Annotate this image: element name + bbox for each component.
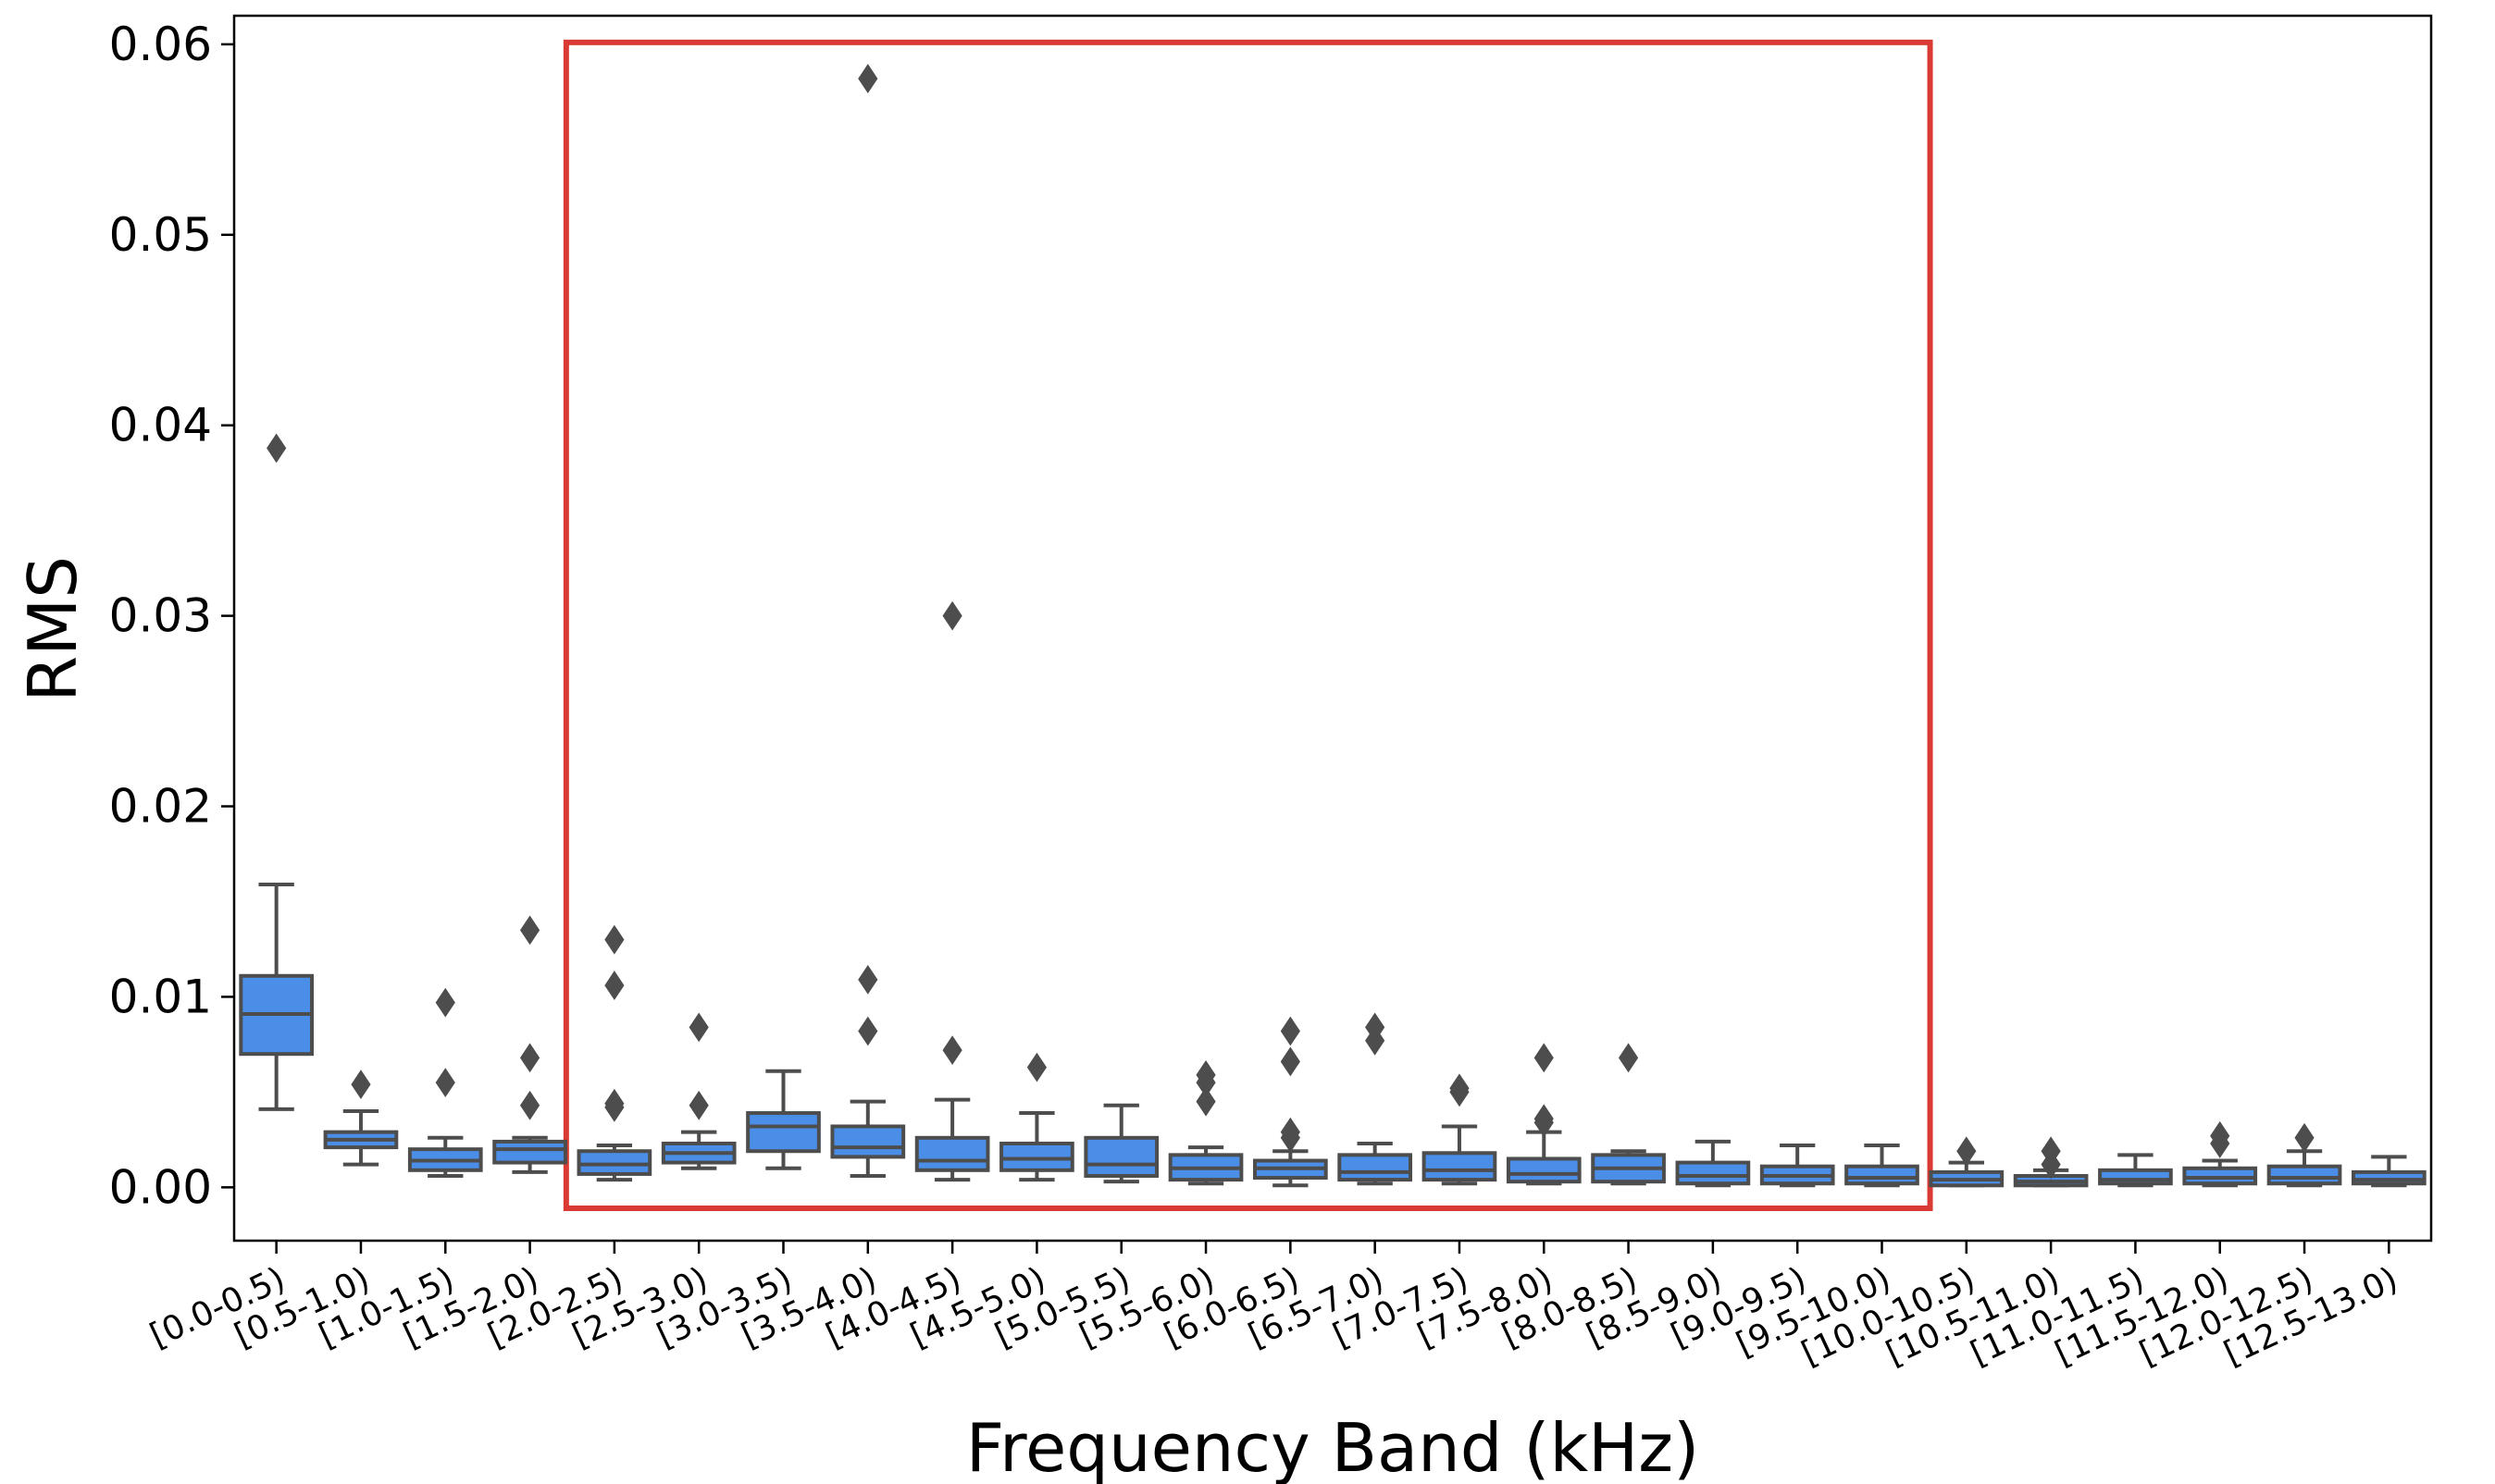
- outlier-point: [519, 915, 540, 946]
- highlight-rectangle: [563, 39, 1933, 1211]
- outlier-point: [1533, 1043, 1554, 1073]
- outlier-point: [2041, 1136, 2061, 1167]
- outlier-point: [1280, 1016, 1300, 1046]
- outlier-point: [435, 987, 455, 1018]
- iqr-box: [2182, 1166, 2258, 1186]
- outlier-point: [1280, 1046, 1300, 1077]
- outlier-point: [1618, 1043, 1639, 1073]
- y-tick-label: 0.06: [109, 18, 212, 71]
- outlier-point: [1449, 1073, 1470, 1104]
- y-axis: 0.00 0.01 0.02 0.03 0.04 0.05 0.06: [109, 18, 234, 1214]
- outlier-point: [1956, 1136, 1977, 1167]
- outlier-point: [1196, 1059, 1216, 1090]
- boxes-layer: [239, 973, 2427, 1188]
- highlight-layer: [563, 39, 1933, 1211]
- y-tick-label: 0.00: [109, 1160, 212, 1214]
- outlier-point: [1533, 1104, 1554, 1134]
- plot-area-background: [234, 16, 2431, 1241]
- outlier-point: [435, 1068, 455, 1097]
- outlier-point: [2294, 1122, 2315, 1153]
- outlier-point: [858, 64, 878, 93]
- outlier-point: [519, 1090, 540, 1120]
- outlier-point: [689, 1090, 709, 1120]
- y-tick-label: 0.01: [109, 970, 212, 1023]
- outlier-point: [604, 1088, 625, 1119]
- outlier-point: [1280, 1117, 1300, 1147]
- outlier-point: [1365, 1012, 1385, 1043]
- outlier-point: [604, 924, 625, 955]
- iqr-box: [1084, 1135, 1160, 1178]
- iqr-box: [1506, 1156, 1582, 1184]
- iqr-box: [2266, 1164, 2342, 1186]
- iqr-box: [2351, 1169, 2427, 1186]
- iqr-box: [1675, 1160, 1751, 1186]
- iqr-box: [1844, 1164, 1919, 1186]
- outlier-point: [351, 1070, 371, 1100]
- y-tick-label: 0.03: [109, 589, 212, 643]
- whiskers-layer: [258, 882, 2407, 1188]
- outlier-point: [1026, 1052, 1048, 1082]
- iqr-box: [577, 1149, 652, 1176]
- outlier-point: [2210, 1120, 2230, 1151]
- iqr-box: [746, 1111, 821, 1154]
- outlier-point: [858, 1016, 878, 1046]
- iqr-box: [914, 1135, 990, 1172]
- outlier-point: [858, 965, 878, 995]
- outlier-point: [942, 1035, 962, 1065]
- iqr-box: [830, 1124, 906, 1159]
- x-axis: [0.0-0.5)[0.5-1.0)[1.0-1.5)[1.5-2.0)[2.0…: [144, 1241, 2403, 1373]
- iqr-box: [1337, 1153, 1413, 1182]
- y-tick-label: 0.05: [109, 208, 212, 262]
- fliers-layer: [267, 64, 2315, 1180]
- y-tick-label: 0.02: [109, 780, 212, 834]
- iqr-box: [1421, 1151, 1497, 1182]
- outlier-point: [267, 433, 287, 464]
- y-tick-label: 0.04: [109, 399, 212, 452]
- iqr-box: [999, 1141, 1074, 1172]
- outlier-point: [689, 1012, 709, 1043]
- outlier-point: [1196, 1086, 1216, 1117]
- outlier-point: [942, 600, 962, 631]
- x-axis-title: Frequency Band (kHz): [966, 1409, 1699, 1484]
- outlier-point: [604, 971, 625, 1000]
- plot-area-frame: [232, 14, 2433, 1243]
- y-axis-title: RMS: [14, 556, 92, 702]
- outlier-point: [519, 1043, 540, 1073]
- iqr-box: [492, 1139, 567, 1165]
